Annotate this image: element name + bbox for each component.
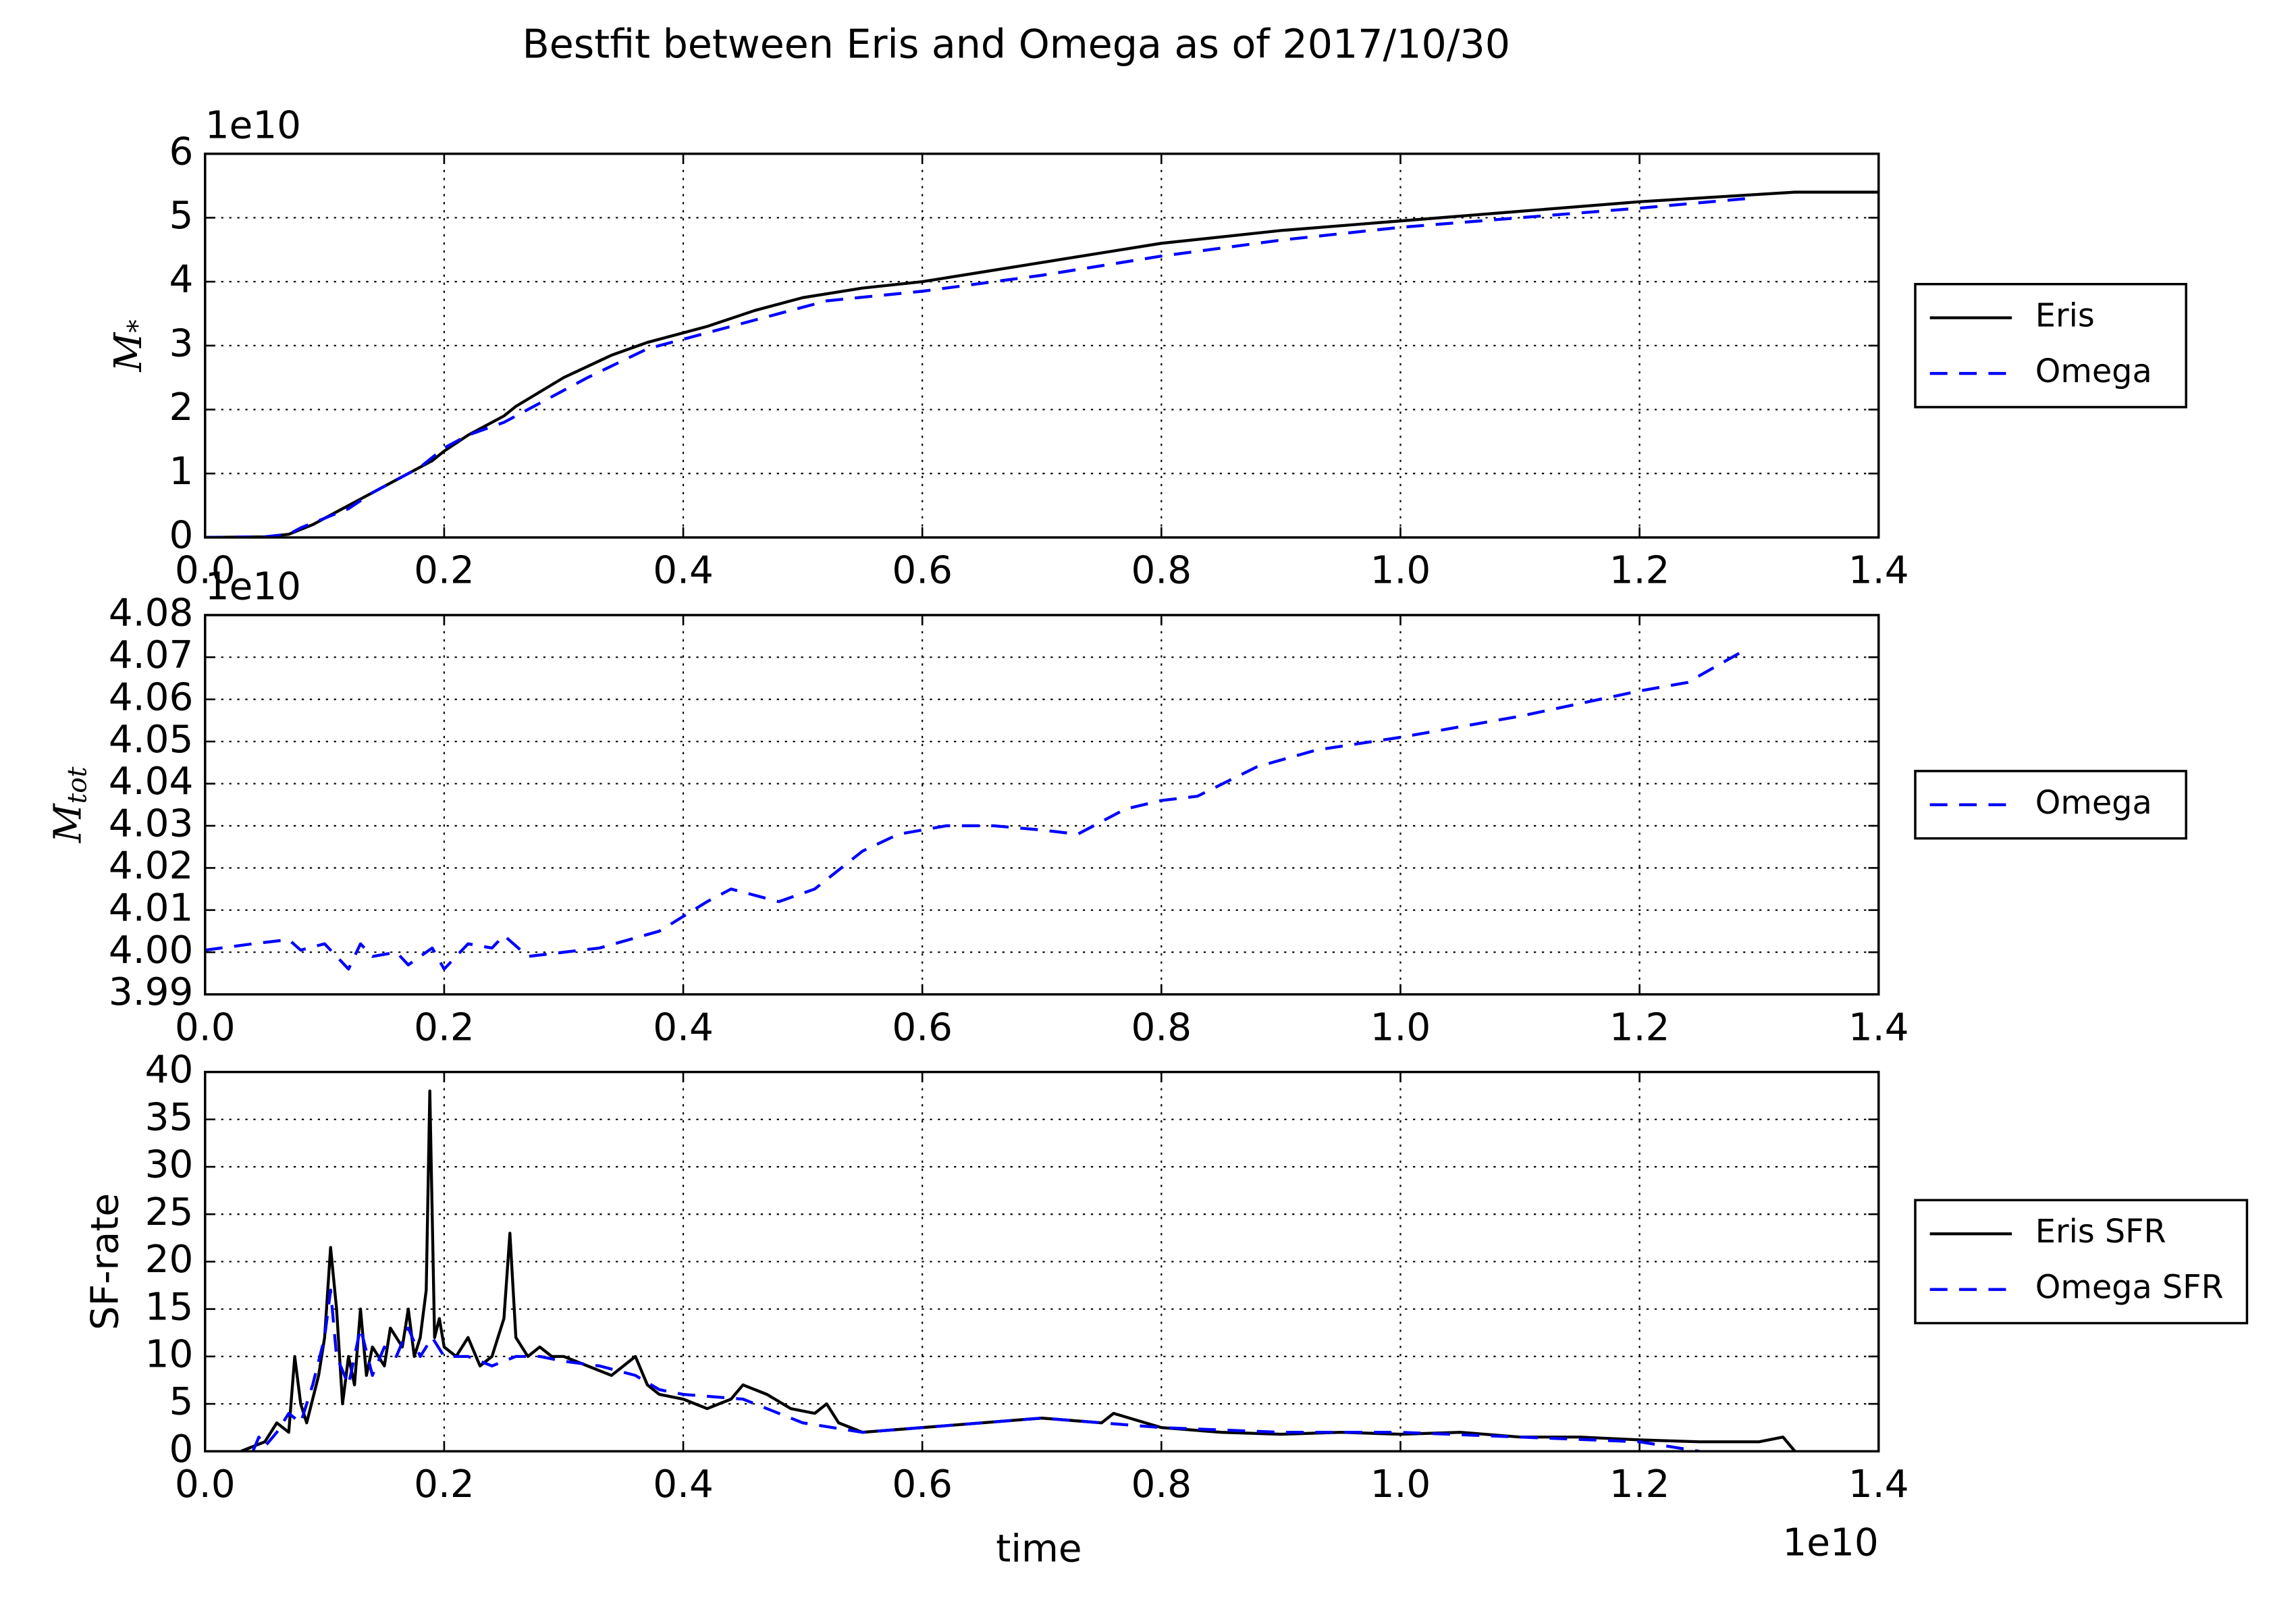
y-tick-label: 3: [169, 321, 194, 365]
y-tick-label: 4.00: [109, 928, 194, 972]
y-axis-label-main: SF-rate: [83, 1193, 127, 1330]
legend-label: Eris: [2035, 298, 2095, 335]
y-tick-label: 4.01: [109, 886, 194, 930]
legend-label: Omega: [2035, 353, 2152, 390]
y-tick-label: 0: [169, 1427, 194, 1471]
line-series: [205, 647, 1748, 971]
x-tick-label: 0.8: [1131, 1005, 1192, 1049]
x-tick-label: 0.2: [414, 549, 475, 593]
x-tick-label: 1.2: [1609, 549, 1670, 593]
x-tick-label: 0.8: [1131, 549, 1192, 593]
x-tick-label: 1.4: [1848, 1005, 1909, 1049]
y-tick-label: 25: [145, 1190, 194, 1234]
x-axis-label: time: [996, 1527, 1082, 1571]
legend-box: [1914, 283, 2187, 409]
x-tick-label: 1.0: [1370, 549, 1431, 593]
y-tick-label: 4.05: [109, 718, 194, 762]
y-tick-label: 20: [145, 1238, 194, 1282]
y-tick-label: 1: [169, 450, 194, 494]
x-tick-label: 1.2: [1609, 1463, 1670, 1506]
y-tick-label: 4.07: [109, 633, 194, 677]
x-tick-label: 0.8: [1131, 1463, 1192, 1506]
y-tick-label: 35: [145, 1095, 194, 1139]
y-tick-label: 4.03: [109, 802, 194, 846]
line-series: [205, 190, 1879, 537]
plot-frame: [204, 152, 1880, 539]
y-offset-label: 1e10: [205, 103, 301, 147]
y-tick-label: 6: [169, 130, 194, 174]
x-tick-label: 1.0: [1370, 1005, 1431, 1049]
x-tick-label: 0.6: [892, 1005, 953, 1049]
y-tick-label: 3.99: [109, 970, 194, 1014]
x-tick-label: 0.4: [653, 1005, 714, 1049]
y-axis-label-main: M: [107, 332, 151, 372]
y-tick-label: 4: [169, 258, 194, 302]
y-axis-label: Mtot: [46, 766, 93, 843]
y-tick-label: 4.06: [109, 675, 194, 719]
x-tick-label: 0.0: [175, 1005, 236, 1049]
line-series: [205, 196, 1748, 537]
x-tick-label: 0.4: [653, 1463, 714, 1506]
line-series: [251, 1288, 1700, 1452]
y-axis-label-sub: tot: [63, 766, 93, 804]
y-tick-label: 4.08: [109, 592, 194, 635]
y-tick-label: 4.02: [109, 844, 194, 888]
y-axis-label-sub: *: [123, 319, 153, 333]
y-axis-label: M*: [107, 319, 154, 372]
x-offset-label: 1e10: [1782, 1521, 1878, 1565]
x-tick-label: 0.0: [175, 1463, 236, 1506]
legend-box: [1914, 1199, 2249, 1325]
legend-label: Eris SFR: [2035, 1213, 2166, 1251]
x-tick-label: 1.2: [1609, 1005, 1670, 1049]
y-tick-label: 4.04: [109, 760, 194, 804]
plot-frame: [204, 1070, 1880, 1453]
y-tick-label: 5: [169, 194, 194, 238]
y-tick-label: 15: [145, 1285, 194, 1329]
line-series: [240, 1089, 1796, 1452]
x-tick-label: 0.0: [175, 549, 236, 593]
x-tick-label: 0.6: [892, 549, 953, 593]
x-tick-label: 1.0: [1370, 1463, 1431, 1506]
legend-label: Omega: [2035, 785, 2152, 822]
y-offset-label: 1e10: [205, 564, 301, 608]
x-tick-label: 1.4: [1848, 1463, 1909, 1506]
legend-label: Omega SFR: [2035, 1269, 2224, 1307]
y-tick-label: 30: [145, 1143, 194, 1187]
x-tick-label: 0.4: [653, 549, 714, 593]
plot-frame: [204, 614, 1880, 996]
y-tick-label: 10: [145, 1332, 194, 1376]
y-tick-label: 2: [169, 386, 194, 429]
y-tick-label: 5: [169, 1380, 194, 1424]
x-tick-label: 0.2: [414, 1005, 475, 1049]
x-tick-label: 0.6: [892, 1463, 953, 1506]
y-tick-label: 0: [169, 514, 194, 558]
y-axis-label-main: M: [46, 803, 90, 843]
x-tick-label: 1.4: [1848, 549, 1909, 593]
y-tick-label: 40: [145, 1048, 194, 1092]
y-axis-label: SF-rate: [83, 1193, 127, 1330]
figure-title: Bestfit between Eris and Omega as of 201…: [523, 22, 1510, 68]
x-tick-label: 0.2: [414, 1463, 475, 1506]
